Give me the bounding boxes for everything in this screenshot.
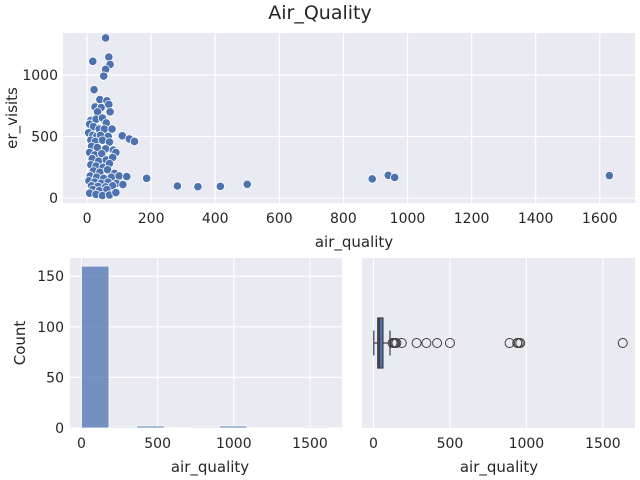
boxplot-x-ticks: 0 500 1000 1500	[369, 436, 621, 452]
boxplot-outlier	[617, 338, 628, 348]
scatter-point	[88, 56, 98, 66]
boxplot-box	[373, 317, 628, 369]
scatter-point	[99, 71, 109, 81]
scatter-point	[122, 171, 132, 182]
scatter-point	[111, 187, 121, 198]
boxplot-x-tick-label: 0	[369, 436, 378, 452]
scatter-point	[104, 52, 114, 62]
scatter-y-tick-label: 500	[31, 129, 58, 145]
scatter-point	[104, 137, 115, 147]
histogram-bar	[108, 426, 137, 429]
boxplot-plot-area	[362, 258, 635, 428]
histogram-y-tick-label: 50	[46, 370, 64, 386]
scatter-point	[107, 124, 117, 134]
histogram-y-tick-label: 0	[55, 421, 64, 437]
scatter-point	[242, 179, 252, 189]
boxplot-outlier	[432, 338, 443, 348]
scatter-point	[142, 173, 152, 183]
scatter-plot-area	[63, 33, 635, 203]
histogram-bar	[301, 426, 331, 429]
scatter-point	[101, 33, 111, 43]
histogram-x-tick-label: 500	[144, 436, 171, 452]
scatter-point	[102, 165, 113, 175]
histogram-x-ticks: 0 500 1000 1500	[77, 436, 328, 452]
boxplot-outlier	[421, 338, 432, 348]
figure-title: Air_Quality	[268, 2, 371, 24]
scatter-point	[104, 99, 114, 110]
scatter-point	[367, 174, 377, 184]
scatter-x-tick-label: 1600	[582, 211, 618, 227]
histogram-panel: 0 500 1000 1500 0 50 100 150 air_quality Count	[11, 258, 342, 477]
scatter-points	[84, 33, 614, 201]
histogram-x-tick-label: 1500	[292, 436, 328, 452]
scatter-x-tick-label: 400	[202, 211, 229, 227]
histogram-x-tick-label: 0	[77, 436, 86, 452]
histogram-x-tick-label: 1000	[216, 436, 252, 452]
scatter-y-ticks: 0 500 1000	[22, 68, 58, 207]
scatter-x-tick-label: 600	[266, 211, 293, 227]
scatter-panel: 0 200 400 600 800 1000 1200 1400 1600 0 500 1000 a…	[3, 33, 635, 252]
scatter-point	[105, 107, 115, 117]
scatter-x-ticks: 0 200 400 600 800 1000 1200 1400 1600	[83, 211, 618, 227]
boxplot-outlier	[391, 338, 402, 348]
boxplot-x-tick-label: 500	[437, 436, 464, 452]
histogram-y-tick-label: 100	[37, 320, 64, 336]
histogram-y-axis-label: Count	[11, 321, 29, 366]
histogram-y-tick-label: 150	[37, 269, 64, 285]
scatter-point	[390, 172, 400, 182]
histogram-x-axis-label: air_quality	[171, 458, 249, 477]
histogram-bar	[81, 265, 110, 429]
scatter-gridlines	[63, 33, 635, 203]
boxplot-iqr-box	[377, 317, 384, 369]
boxplot-panel: 0 500 1000 1500 air_quality	[362, 258, 635, 477]
scatter-point	[89, 85, 99, 95]
histogram-bar	[191, 426, 220, 429]
scatter-y-tick-label: 0	[49, 191, 58, 207]
histogram-y-ticks: 0 50 100 150	[37, 269, 64, 437]
scatter-point	[172, 181, 182, 191]
histogram-plot-area	[70, 258, 342, 428]
scatter-x-tick-label: 1200	[454, 211, 490, 227]
scatter-point	[604, 170, 614, 181]
scatter-x-tick-label: 200	[138, 211, 165, 227]
scatter-point	[215, 181, 225, 191]
scatter-x-tick-label: 800	[330, 211, 357, 227]
boxplot-x-tick-label: 1000	[509, 436, 545, 452]
scatter-x-axis-label: air_quality	[315, 233, 393, 252]
scatter-x-tick-label: 1400	[518, 211, 554, 227]
scatter-y-tick-label: 1000	[22, 68, 58, 84]
boxplot-x-axis-label: air_quality	[460, 458, 538, 477]
scatter-point	[118, 179, 128, 190]
scatter-point	[193, 182, 203, 192]
scatter-x-tick-label: 1000	[390, 211, 426, 227]
boxplot-x-tick-label: 1500	[585, 436, 621, 452]
histogram-bar	[218, 425, 248, 429]
boxplot-outlier	[411, 338, 422, 348]
histogram-bar	[136, 425, 165, 429]
scatter-y-axis-label: er_visits	[3, 87, 22, 149]
histogram-bars	[81, 265, 331, 429]
boxplot-outlier	[515, 338, 526, 348]
scatter-point	[129, 136, 140, 147]
boxplot-outlier	[444, 338, 455, 348]
boxplot-outlier	[396, 338, 407, 348]
scatter-x-tick-label: 0	[83, 211, 92, 227]
